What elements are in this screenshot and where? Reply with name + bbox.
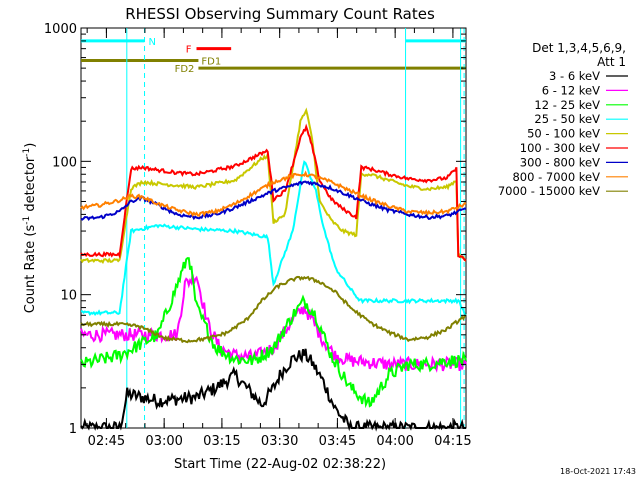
legend-label: 12 - 25 keV — [534, 98, 600, 112]
legend-label: 25 - 50 keV — [534, 112, 600, 126]
flag-bars: N F FD1 FD2 — [81, 37, 466, 75]
series-line — [80, 257, 467, 409]
y-tick-label: 100 — [52, 155, 77, 170]
footer-timestamp: 18-Oct-2021 17:43 — [560, 467, 636, 476]
legend-label: 300 - 800 keV — [520, 155, 600, 169]
y-axis-label: Count Rate (s-1 detector-1) — [22, 143, 38, 314]
x-tick-label: 04:15 — [434, 434, 471, 449]
flag-label: FD1 — [201, 57, 221, 68]
flag-label: FD2 — [175, 64, 195, 75]
legend-subtitle: Att 1 — [597, 55, 626, 69]
flag-label: N — [149, 37, 156, 48]
chart-title: RHESSI Observing Summary Count Rates — [125, 5, 435, 23]
legend-label: 100 - 300 keV — [520, 141, 600, 155]
legend-label: 6 - 12 keV — [542, 83, 600, 97]
legend-label: 3 - 6 keV — [549, 69, 600, 83]
series-line — [80, 348, 466, 432]
x-tick-label: 03:15 — [203, 434, 240, 449]
series-line — [80, 123, 467, 262]
y-tick-label: 10 — [60, 289, 77, 304]
x-tick-label: 02:45 — [88, 434, 125, 449]
x-axis: 02:45 03:00 03:15 03:30 03:45 04:00 04:15 — [86, 28, 472, 449]
plot-frame — [80, 27, 467, 429]
y-axis: 1 10 100 1000 — [44, 22, 466, 437]
series-line — [80, 180, 467, 222]
series-line — [80, 107, 467, 264]
flag-label: F — [186, 45, 192, 56]
series-line — [80, 170, 467, 218]
y-tick-label: 1 — [69, 422, 77, 437]
x-axis-label: Start Time (22-Aug-02 02:38:22) — [174, 457, 386, 472]
x-tick-label: 03:00 — [145, 434, 182, 449]
x-tick-label: 03:45 — [319, 434, 356, 449]
legend-label: 7000 - 15000 keV — [498, 184, 600, 198]
series-line — [80, 160, 467, 317]
series-line — [80, 275, 467, 344]
legend-label: 50 - 100 keV — [527, 127, 600, 141]
x-tick-label: 04:00 — [376, 434, 413, 449]
legend-label: 800 - 7000 keV — [512, 170, 600, 184]
x-tick-label: 03:30 — [261, 434, 298, 449]
legend-title: Det 1,3,4,5,6,9, — [532, 41, 626, 55]
y-tick-label: 1000 — [44, 22, 77, 37]
series-lines — [80, 107, 467, 432]
